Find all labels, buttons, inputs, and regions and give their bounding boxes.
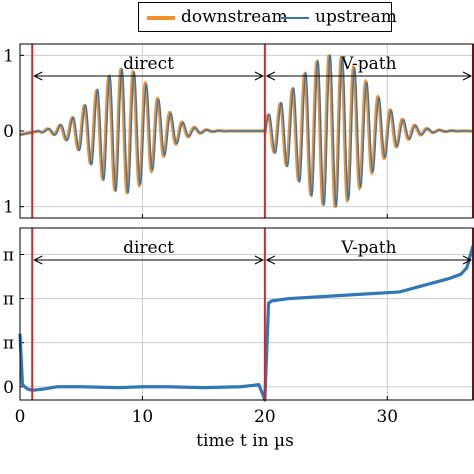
bottom-panel: 0 π π π 0 10 20 30 direct V-path [3, 227, 474, 427]
legend-item-upstream: upstream [281, 7, 397, 27]
y-tick-label: 1 [3, 198, 14, 218]
y-tick-label: 0 [3, 378, 14, 398]
annotation-label: direct [123, 54, 174, 74]
arrow-head-left [33, 71, 43, 81]
arrow-head-right [462, 71, 473, 81]
annotation-label: V-path [340, 54, 396, 74]
y-tick-label: π [3, 334, 14, 354]
legend-swatch-upstream [281, 16, 309, 19]
x-axis-label: time t in µs [196, 431, 294, 451]
legend-swatch-downstream [147, 15, 175, 20]
arrow-head-right [254, 255, 264, 265]
panel-frame [19, 43, 474, 219]
panel-frame [19, 227, 474, 401]
legend-label-upstream: upstream [315, 7, 397, 27]
legend-item-downstream: downstream [147, 7, 288, 27]
arrow-head-left [265, 71, 276, 81]
y-tick-label: π [3, 245, 14, 265]
x-tick-label: 20 [254, 407, 276, 427]
top-panel: 1 0 1 direct V-path [3, 43, 474, 219]
legend: downstream upstream [138, 2, 397, 32]
arrow-head-right [462, 255, 473, 265]
annotation-label: direct [123, 238, 174, 258]
arrow-head-left [33, 255, 43, 265]
y-tick-label: 1 [3, 46, 14, 66]
annotation-label: V-path [340, 238, 396, 258]
y-tick-label: 0 [3, 122, 14, 142]
arrow-head-right [254, 71, 264, 81]
legend-label-downstream: downstream [181, 7, 288, 27]
x-tick-label: 10 [132, 407, 154, 427]
series-upstream [19, 54, 473, 207]
arrow-head-left [265, 255, 276, 265]
y-tick-label: π [3, 290, 14, 310]
x-tick-label: 30 [376, 407, 398, 427]
series-phase [18, 245, 474, 402]
x-tick-label: 0 [15, 407, 26, 427]
